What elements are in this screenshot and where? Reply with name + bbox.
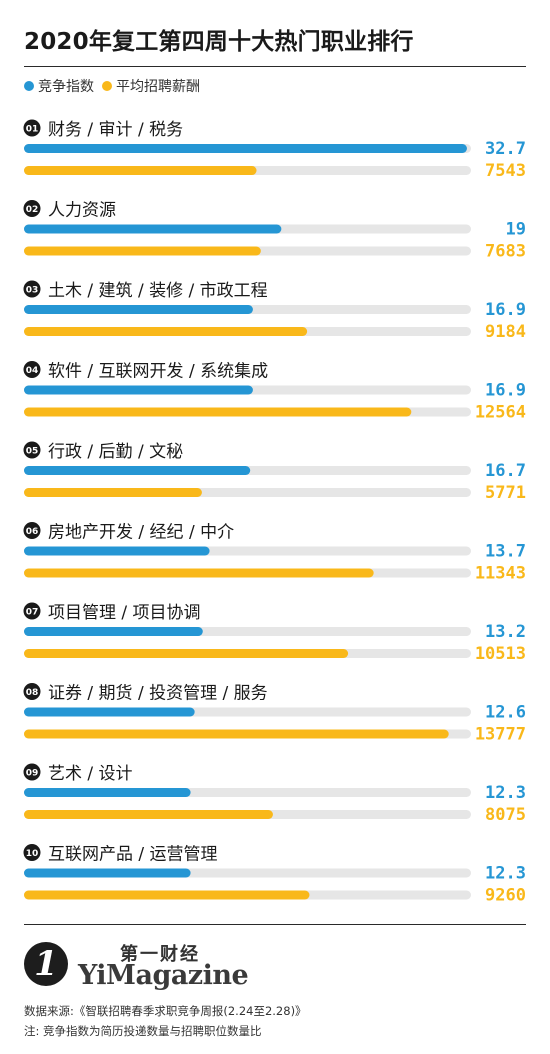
- bar-salary-08: [24, 729, 449, 739]
- rank-number-09: 09: [26, 769, 39, 779]
- value-label-salary-10: 9260: [485, 886, 526, 906]
- bar-competition-08: [24, 707, 195, 717]
- rank-number-01: 01: [26, 125, 39, 135]
- value-label-competition-07: 13.2: [485, 622, 526, 642]
- value-label-salary-08: 13777: [475, 725, 526, 745]
- value-label-salary-09: 8075: [485, 805, 526, 825]
- bar-salary-07: [24, 649, 349, 658]
- value-label-competition-01: 32.7: [485, 139, 526, 159]
- value-label-competition-02: 19: [506, 220, 526, 240]
- value-label-competition-05: 16.7: [485, 461, 526, 481]
- bar-competition-04: [24, 385, 253, 395]
- value-label-salary-04: 12564: [475, 403, 526, 423]
- category-label-03: 土木 / 建筑 / 装修 / 市政工程: [48, 281, 268, 301]
- footnote: 注: 竞争指数为简历投递数量与招聘职位数量比: [24, 1024, 262, 1038]
- legend-label-salary: 平均招聘薪酬: [116, 79, 200, 95]
- rank-badge-08: [23, 683, 41, 700]
- category-label-10: 互联网产品 / 运营管理: [48, 845, 218, 865]
- bottom-divider: [24, 924, 526, 925]
- rank-number-05: 05: [26, 447, 39, 457]
- bar-competition-01: [24, 144, 467, 153]
- value-label-competition-03: 16.9: [485, 300, 526, 320]
- value-label-salary-05: 5771: [485, 483, 526, 503]
- rank-number-06: 06: [26, 527, 39, 537]
- rank-badge-04: [23, 361, 41, 378]
- value-label-competition-10: 12.3: [485, 864, 526, 884]
- bar-competition-03: [24, 305, 253, 314]
- rank-badge-01: [23, 119, 41, 137]
- bar-salary-01: [24, 166, 257, 175]
- category-label-04: 软件 / 互联网开发 / 系统集成: [48, 362, 268, 382]
- bar-salary-09: [24, 810, 273, 819]
- legend-dot-blue: [24, 81, 34, 91]
- value-label-salary-02: 7683: [485, 242, 526, 262]
- bar-salary-02: [24, 246, 261, 256]
- logo-mark-icon: 1: [24, 942, 68, 986]
- rank-number-02: 02: [26, 205, 39, 215]
- rank-badge-10: [23, 844, 41, 861]
- bar-salary-10: [24, 890, 310, 900]
- bar-competition-07: [24, 627, 203, 636]
- rank-badge-06: [23, 522, 41, 539]
- value-label-competition-08: 12.6: [485, 703, 526, 723]
- value-label-competition-06: 13.7: [485, 542, 526, 562]
- value-label-competition-04: 16.9: [485, 381, 526, 401]
- legend-item-salary: 平均招聘薪酬: [102, 76, 200, 96]
- legend-dot-yellow: [102, 81, 112, 91]
- value-label-salary-01: 7543: [485, 161, 526, 181]
- rank-number-04: 04: [26, 366, 39, 376]
- data-source: 数据来源:《智联招聘春季求职竞争周报(2.24至2.28)》: [24, 1004, 307, 1018]
- value-label-salary-06: 11343: [475, 564, 526, 584]
- category-label-02: 人力资源: [48, 201, 116, 221]
- rank-number-08: 08: [26, 688, 39, 698]
- bar-competition-06: [24, 546, 210, 556]
- rank-number-07: 07: [26, 608, 39, 618]
- bar-competition-10: [24, 868, 191, 878]
- bar-salary-03: [24, 327, 308, 336]
- logo-en-text: YiMagazine: [78, 960, 249, 991]
- bar-competition-02: [24, 224, 282, 234]
- yimagazine-logo: 1 第一财经 YiMagazine: [24, 940, 314, 996]
- category-label-01: 财务 / 审计 / 税务: [48, 120, 183, 140]
- top-divider: [24, 66, 526, 67]
- category-label-08: 证券 / 期货 / 投资管理 / 服务: [48, 684, 268, 704]
- category-label-07: 项目管理 / 项目协调: [48, 603, 201, 623]
- category-label-06: 房地产开发 / 经纪 / 中介: [48, 523, 234, 543]
- value-label-salary-03: 9184: [485, 322, 526, 342]
- rank-number-03: 03: [26, 286, 39, 296]
- page-title: 2020年复工第四周十大热门职业排行: [24, 29, 414, 55]
- value-label-competition-09: 12.3: [485, 783, 526, 803]
- logo-cn-text: 第一财经: [120, 944, 200, 965]
- rank-badge-05: [23, 441, 41, 459]
- rank-number-10: 10: [26, 849, 39, 859]
- bar-salary-04: [24, 407, 412, 417]
- rank-badge-09: [23, 763, 41, 781]
- bar-salary-05: [24, 488, 202, 497]
- legend-item-competition: 竞争指数: [24, 76, 94, 96]
- value-label-salary-07: 10513: [475, 644, 526, 664]
- bar-competition-05: [24, 466, 251, 475]
- bar-competition-09: [24, 788, 191, 797]
- legend-label-competition: 竞争指数: [38, 79, 94, 95]
- rank-badge-02: [23, 200, 41, 217]
- rank-badge-07: [23, 602, 41, 620]
- rank-badge-03: [23, 280, 41, 298]
- bar-salary-06: [24, 568, 374, 578]
- category-label-05: 行政 / 后勤 / 文秘: [48, 442, 183, 462]
- legend: 竞争指数 平均招聘薪酬: [24, 76, 208, 96]
- category-label-09: 艺术 / 设计: [48, 764, 133, 784]
